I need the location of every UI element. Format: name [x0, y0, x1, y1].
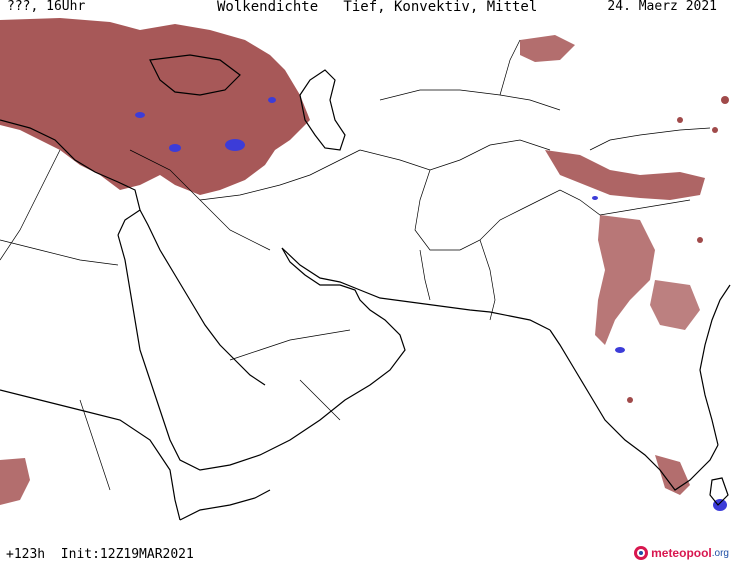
cloud-layer: [0, 18, 729, 505]
border-layer: [0, 39, 711, 491]
forecast-time-label: ???, 16Uhr: [7, 0, 86, 14]
cloud-density-map: [0, 18, 731, 521]
dense-cloud-cell: [615, 347, 625, 353]
cloud-area-india-center: [595, 215, 655, 345]
dense-cloud-cell: [169, 144, 181, 152]
logo-suffix-text: .org: [711, 547, 729, 559]
cloud-area-india-east: [650, 280, 700, 330]
cloud-area-himalaya: [545, 150, 705, 200]
cloud-area-africa-sw: [0, 458, 30, 505]
cloud-area-central-asia: [520, 35, 575, 62]
map-title: Wolkendichte Tief, Konvektiv, Mittel: [217, 0, 538, 15]
meteopool-logo[interactable]: meteopool .org: [633, 543, 729, 563]
forecast-init-label: +123h Init:12Z19MAR2021: [6, 547, 194, 562]
dense-cloud-cell: [135, 112, 145, 118]
logo-brand-text: meteopool: [651, 546, 712, 560]
coastline-layer: [0, 54, 731, 521]
cloud-area-south-india: [655, 455, 690, 495]
dense-cloud-cell: [713, 499, 727, 511]
dense-cloud-layer: [135, 97, 727, 511]
dense-cloud-cell: [592, 196, 598, 200]
forecast-date: 24. Maerz 2021: [607, 0, 717, 14]
meteopool-logo-icon: [634, 546, 649, 560]
cloud-area-europe-turkey: [0, 18, 310, 195]
dense-cloud-cell: [225, 139, 245, 151]
dense-cloud-cell: [268, 97, 276, 103]
